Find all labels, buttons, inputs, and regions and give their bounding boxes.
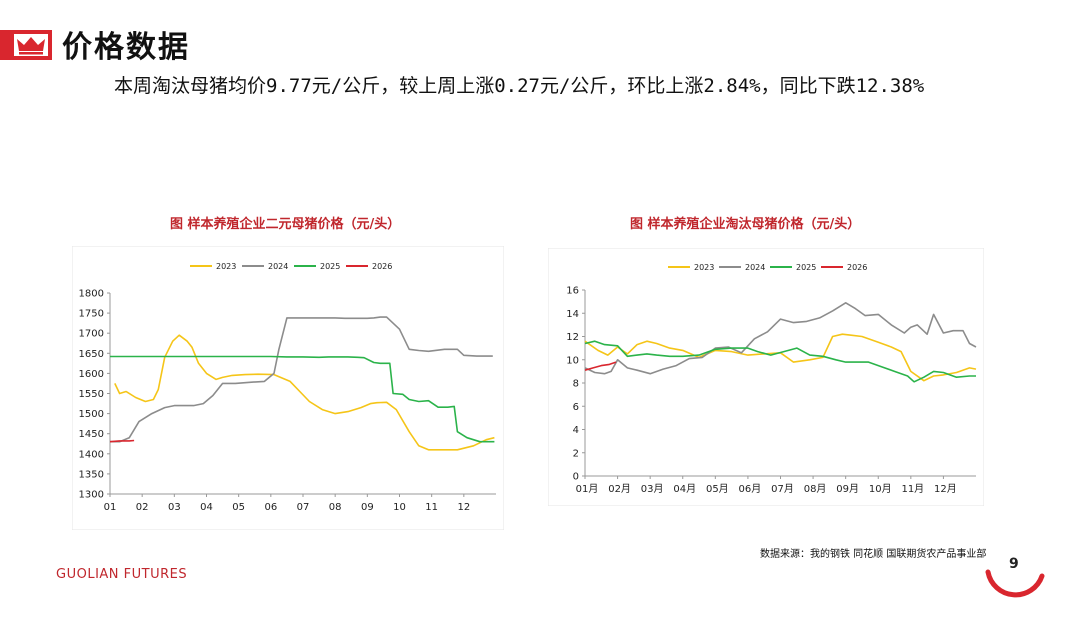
x-tick-label: 10 (393, 502, 406, 513)
x-tick-label: 11月 (901, 483, 924, 495)
chart-frame (547, 247, 985, 507)
y-tick-label: 1550 (79, 389, 104, 400)
x-tick-label: 06月 (739, 483, 762, 495)
x-tick-label: 10月 (869, 483, 892, 495)
y-tick-label: 1650 (79, 349, 104, 360)
page-number: 9 (1009, 556, 1019, 572)
y-tick-label: 14 (566, 309, 579, 320)
x-tick-label: 08月 (804, 483, 827, 495)
y-tick-label: 1750 (79, 309, 104, 320)
x-tick-label: 11 (425, 502, 438, 513)
y-tick-label: 1350 (79, 469, 104, 480)
series-line-2024 (110, 316, 493, 443)
y-tick-label: 1600 (79, 369, 104, 380)
chart-binary-sow-svg: 1300 1350 1400 1450 1500 1550 1600 1650 1700 1750… (71, 245, 505, 531)
y-tick-label: 6 (573, 402, 579, 413)
page-corner-arc (985, 569, 1045, 598)
y-tick-label: 1800 (79, 289, 104, 300)
chart-cull-sow-price: 0 2 4 6 8 10 12 14 16 01月 02月 03月 04月 05月 06月 07月 08月 09月… (547, 247, 985, 507)
series-line-2023 (114, 334, 495, 451)
y-tick-label: 16 (566, 286, 579, 297)
chart-title-binary-sow: 图 样本养殖企业二元母猪价格（元/头） (170, 217, 401, 232)
x-tick-label: 09 (361, 502, 374, 513)
x-tick-label: 01 (104, 502, 117, 513)
y-tick-label: 1300 (79, 490, 104, 501)
x-tick-label: 05 (232, 502, 245, 513)
x-tick-label: 03月 (641, 483, 664, 495)
y-tick-label: 8 (573, 379, 579, 390)
x-tick-label: 02月 (608, 483, 631, 495)
crown-icon (14, 34, 48, 56)
y-tick-label: 1400 (79, 449, 104, 460)
x-tick-label: 07 (297, 502, 310, 513)
x-tick-label: 08 (329, 502, 342, 513)
page-title: 价格数据 (62, 30, 190, 65)
series-line-2026 (109, 439, 135, 443)
chart-title-cull-sow: 图 样本养殖企业淘汰母猪价格（元/头） (630, 217, 861, 232)
series-line-2024 (584, 301, 977, 375)
y-tick-label: 12 (566, 332, 579, 343)
x-tick-label: 01月 (576, 483, 599, 495)
legend-label-2026: 2026 (372, 262, 392, 271)
legend-label-2024: 2024 (745, 263, 765, 272)
series-line-2025 (584, 340, 976, 383)
summary-text: 本周淘汰母猪均价9.77元/公斤，较上周上涨0.27元/公斤，环比上涨2.84%… (114, 75, 925, 97)
y-tick-label: 4 (573, 425, 579, 436)
legend-label-2023: 2023 (694, 263, 714, 272)
series-line-2026 (584, 361, 617, 371)
y-tick-label: 10 (566, 355, 579, 366)
x-tick-label: 12月 (934, 483, 957, 495)
chart-cull-sow-svg: 0 2 4 6 8 10 12 14 16 01月 02月 03月 04月 05月 06月 07月 08月 09月… (547, 247, 985, 507)
x-tick-label: 04 (200, 502, 213, 513)
x-tick-label: 07月 (771, 483, 794, 495)
y-tick-label: 0 (573, 472, 579, 483)
y-tick-label: 1450 (79, 429, 104, 440)
x-tick-label: 03 (168, 502, 181, 513)
series-line-2025 (110, 355, 495, 443)
x-tick-label: 02 (136, 502, 149, 513)
legend-label-2024: 2024 (268, 262, 288, 271)
brand-logo-text: GUOLIAN FUTURES (56, 567, 188, 582)
y-tick-label: 1500 (79, 409, 104, 420)
y-tick-label: 2 (573, 448, 579, 459)
data-source-note: 数据来源：我的钢铁 同花顺 国联期货农产品事业部 (760, 549, 987, 560)
x-tick-label: 06 (264, 502, 277, 513)
legend-label-2025: 2025 (796, 263, 816, 272)
chart-frame (71, 245, 505, 531)
x-tick-label: 12 (457, 502, 470, 513)
chart-binary-sow-price: 1300 1350 1400 1450 1500 1550 1600 1650 1700 1750… (71, 245, 505, 531)
x-tick-label: 09月 (836, 483, 859, 495)
y-tick-label: 1700 (79, 329, 104, 340)
legend-label-2026: 2026 (847, 263, 867, 272)
legend-label-2025: 2025 (320, 262, 340, 271)
x-tick-label: 05月 (706, 483, 729, 495)
x-tick-label: 04月 (673, 483, 696, 495)
series-line-2023 (584, 333, 977, 382)
legend-label-2023: 2023 (216, 262, 236, 271)
